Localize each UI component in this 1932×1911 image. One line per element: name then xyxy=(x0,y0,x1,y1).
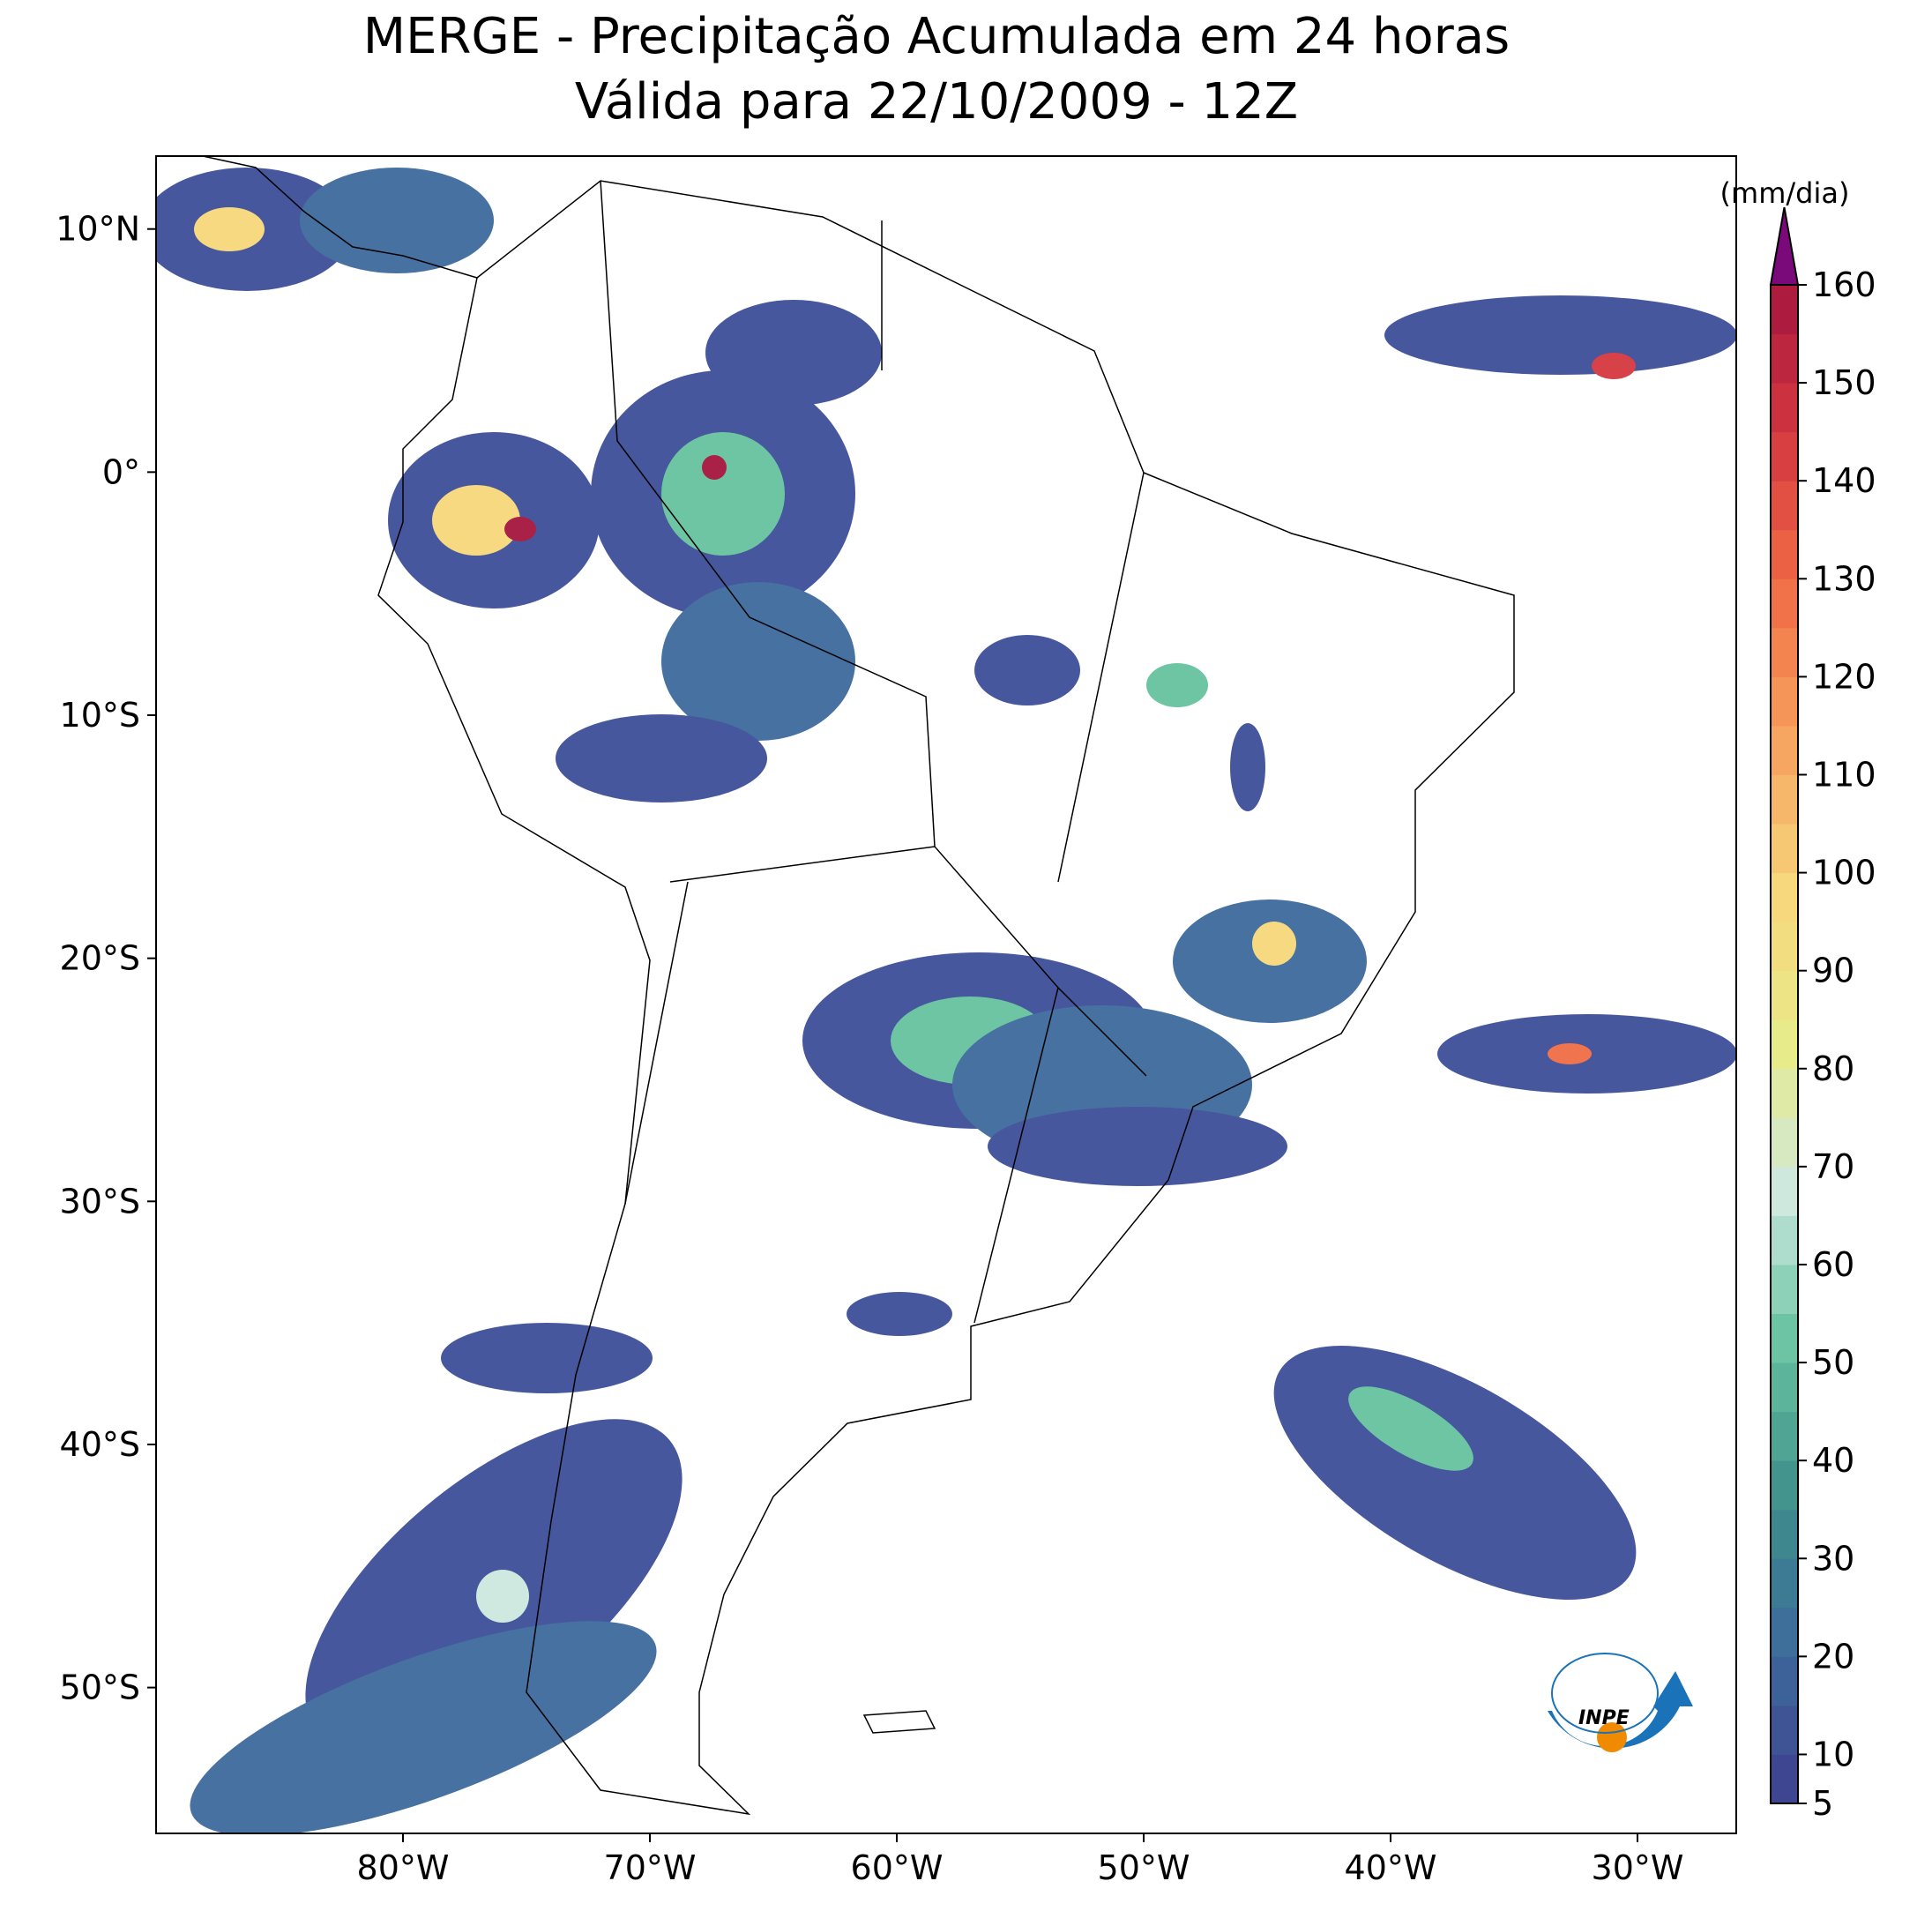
x-tick-label: 40°W xyxy=(1345,1848,1437,1887)
x-tick-label: 60°W xyxy=(851,1848,944,1887)
colorbar-segment xyxy=(1771,1754,1798,1804)
colorbar-tick-label: 150 xyxy=(1812,363,1876,402)
colorbar-segment xyxy=(1771,676,1798,727)
colorbar-tick-label: 90 xyxy=(1812,952,1854,990)
colorbar-segment xyxy=(1771,1460,1798,1511)
x-tick-label: 80°W xyxy=(357,1848,450,1887)
colorbar-segment xyxy=(1771,1558,1798,1609)
colorbar-tick-label: 40 xyxy=(1812,1441,1854,1480)
colorbar-tick-label: 30 xyxy=(1812,1539,1854,1578)
colorbar-segment xyxy=(1771,481,1798,531)
x-tick-label: 30°W xyxy=(1592,1848,1684,1887)
x-tick-label: 70°W xyxy=(604,1848,697,1887)
colorbar-segment xyxy=(1771,1705,1798,1755)
colorbar-extend xyxy=(1769,206,1800,286)
y-tick-label: 10°S xyxy=(60,696,140,735)
colorbar-segment xyxy=(1771,431,1798,481)
colorbar-segment xyxy=(1771,1656,1798,1706)
colorbar-tick-label: 160 xyxy=(1812,265,1876,304)
colorbar-tick-label: 10 xyxy=(1812,1735,1854,1773)
colorbar-segment xyxy=(1771,285,1798,335)
colorbar-segment xyxy=(1771,1509,1798,1559)
map-frame xyxy=(155,155,1737,1834)
colorbar-tick-label: 5 xyxy=(1812,1784,1833,1823)
colorbar-segment xyxy=(1771,1166,1798,1216)
colorbar-tick-label: 130 xyxy=(1812,559,1876,598)
title: MERGE - Precipitação Acumulada em 24 hor… xyxy=(363,8,1510,65)
colorbar-segment xyxy=(1771,333,1798,384)
colorbar-segment xyxy=(1771,1411,1798,1461)
colorbar-segment xyxy=(1771,1313,1798,1363)
colorbar-segment xyxy=(1771,1607,1798,1657)
y-tick-label: 40°S xyxy=(60,1425,140,1464)
y-tick-label: 20°S xyxy=(60,939,140,978)
colorbar-segment xyxy=(1771,872,1798,922)
logo-text: INPE xyxy=(1578,1707,1630,1729)
x-tick-label: 50°W xyxy=(1098,1848,1190,1887)
colorbar-segment xyxy=(1771,1264,1798,1315)
colorbar-segment xyxy=(1771,1215,1798,1265)
colorbar-tick-label: 20 xyxy=(1812,1637,1854,1676)
colorbar-segment xyxy=(1771,970,1798,1020)
y-tick-label: 30°S xyxy=(60,1182,140,1221)
colorbar-segment xyxy=(1771,1362,1798,1413)
colorbar-segment xyxy=(1771,529,1798,579)
colorbar-segment xyxy=(1771,824,1798,874)
coastlines xyxy=(202,156,1515,1816)
colorbar-segment xyxy=(1771,774,1798,825)
colorbar-tick-label: 70 xyxy=(1812,1147,1854,1186)
colorbar-frame xyxy=(1770,284,1799,1804)
y-tick-label: 0° xyxy=(102,452,140,491)
y-tick-label: 50°S xyxy=(60,1668,140,1707)
colorbar-label: (mm/dia) xyxy=(1720,176,1850,210)
subtitle: Válida para 22/10/2009 - 12Z xyxy=(575,73,1298,131)
colorbar-segment xyxy=(1771,922,1798,972)
colorbar-segment xyxy=(1771,579,1798,629)
colorbar-tick-label: 140 xyxy=(1812,461,1876,500)
precipitation xyxy=(156,168,1736,1833)
y-tick-label: 10°N xyxy=(56,210,140,249)
colorbar-segment xyxy=(1771,383,1798,433)
colorbar-tick-label: 80 xyxy=(1812,1049,1854,1088)
colorbar-tick-label: 110 xyxy=(1812,755,1876,794)
colorbar-segment xyxy=(1771,1068,1798,1118)
colorbar-segment xyxy=(1771,725,1798,775)
logo: INPE xyxy=(1548,1653,1693,1752)
colorbar-tick-label: 100 xyxy=(1812,854,1876,892)
colorbar-segment xyxy=(1771,1117,1798,1168)
colorbar-tick-label: 120 xyxy=(1812,657,1876,696)
map-area xyxy=(156,156,1736,1833)
colorbar-segment xyxy=(1771,1019,1798,1070)
colorbar-tick-label: 60 xyxy=(1812,1245,1854,1284)
colorbar-segment xyxy=(1771,627,1798,677)
colorbar: (mm/dia) xyxy=(1720,176,1850,210)
colorbar-tick-label: 50 xyxy=(1812,1343,1854,1382)
